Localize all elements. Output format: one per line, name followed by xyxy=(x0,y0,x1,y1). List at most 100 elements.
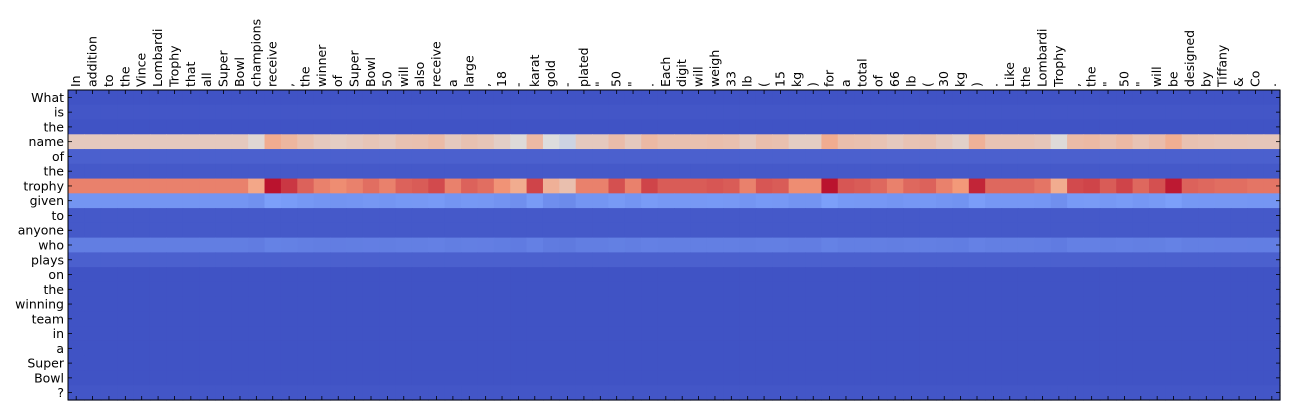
heatmap-cell xyxy=(952,340,970,357)
heatmap-cell xyxy=(411,134,429,150)
heatmap-cell xyxy=(84,326,102,342)
heatmap-cell xyxy=(657,311,675,327)
heatmap-cell xyxy=(903,326,921,342)
heatmap-cell xyxy=(346,193,364,209)
heatmap-cell xyxy=(477,119,495,135)
heatmap-cell xyxy=(428,119,446,135)
heatmap-cell xyxy=(313,385,331,401)
heatmap-cell xyxy=(149,267,167,283)
heatmap-cell xyxy=(772,370,790,386)
heatmap-cell xyxy=(854,163,872,180)
heatmap-cell xyxy=(739,326,757,342)
y-tick-label: Super xyxy=(27,356,64,371)
heatmap-cell xyxy=(1198,252,1216,268)
heatmap-cell xyxy=(493,178,511,194)
heatmap-cell xyxy=(936,326,954,342)
heatmap-cell xyxy=(952,326,970,342)
heatmap-cell xyxy=(821,222,839,239)
heatmap-cell xyxy=(1263,252,1281,268)
heatmap-cell xyxy=(428,104,446,121)
heatmap-cell xyxy=(1198,193,1216,209)
heatmap-cell xyxy=(133,222,151,239)
heatmap-cell xyxy=(493,193,511,209)
heatmap-cell xyxy=(166,149,184,165)
heatmap-cell xyxy=(1181,134,1199,150)
heatmap-cell xyxy=(395,370,413,386)
heatmap-cell xyxy=(1247,208,1265,224)
heatmap-cell xyxy=(706,90,724,106)
heatmap-cell xyxy=(559,134,577,150)
heatmap-cell xyxy=(1247,296,1265,313)
heatmap-cell xyxy=(297,163,315,180)
heatmap-cell xyxy=(362,252,380,268)
heatmap-cell xyxy=(870,355,888,372)
heatmap-cell xyxy=(592,237,610,253)
heatmap-cell xyxy=(886,237,904,253)
heatmap-cell xyxy=(428,252,446,268)
heatmap-cell xyxy=(805,237,823,253)
heatmap-cell xyxy=(575,355,593,372)
heatmap-cell xyxy=(1067,385,1085,401)
heatmap-cell xyxy=(264,193,282,209)
heatmap-cell xyxy=(1034,311,1052,327)
heatmap-cell xyxy=(805,267,823,283)
heatmap-cell xyxy=(542,311,560,327)
heatmap-cell xyxy=(215,193,233,209)
heatmap-cell xyxy=(559,119,577,135)
heatmap-cell xyxy=(674,296,691,313)
heatmap-cell xyxy=(117,208,135,224)
heatmap-cell xyxy=(215,222,233,239)
heatmap-cell xyxy=(592,208,610,224)
heatmap-cell xyxy=(706,149,724,165)
heatmap-cell xyxy=(788,385,806,401)
heatmap-cell xyxy=(264,119,282,135)
heatmap-cell xyxy=(559,237,577,253)
heatmap-cell xyxy=(854,119,872,135)
heatmap-cell xyxy=(788,90,806,106)
heatmap-cell xyxy=(592,90,610,106)
heatmap-cell xyxy=(1017,252,1035,268)
heatmap-cells xyxy=(68,90,1281,401)
heatmap-cell xyxy=(199,193,217,209)
heatmap-cell xyxy=(280,193,298,209)
heatmap-cell xyxy=(1198,296,1216,313)
heatmap-cell xyxy=(133,193,151,209)
heatmap-cell xyxy=(805,222,823,239)
heatmap-cell xyxy=(755,222,773,239)
x-tick-label: to xyxy=(101,74,116,87)
heatmap-cell xyxy=(542,296,560,313)
heatmap-cell xyxy=(755,281,773,298)
heatmap-cell xyxy=(821,134,839,150)
heatmap-cell xyxy=(264,90,282,106)
heatmap-cell xyxy=(1017,355,1035,372)
heatmap-cell xyxy=(166,193,184,209)
heatmap-cell xyxy=(346,163,364,180)
heatmap-cell xyxy=(903,193,921,209)
heatmap-cell xyxy=(346,90,364,106)
heatmap-cell xyxy=(199,267,217,283)
heatmap-cell xyxy=(411,208,429,224)
heatmap-cell xyxy=(1116,385,1134,401)
heatmap-cell xyxy=(297,119,315,135)
heatmap-cell xyxy=(379,193,397,209)
heatmap-cell xyxy=(837,178,855,194)
heatmap-cell xyxy=(592,134,610,150)
heatmap-cell xyxy=(444,267,462,283)
heatmap-cell xyxy=(313,370,331,386)
heatmap-cell xyxy=(1083,267,1101,283)
heatmap-cell xyxy=(297,252,315,268)
x-tick-label: for xyxy=(822,69,837,87)
heatmap-cell xyxy=(346,326,364,342)
heatmap-cell xyxy=(641,149,659,165)
heatmap-cell xyxy=(690,119,708,135)
heatmap-cell xyxy=(100,119,118,135)
heatmap-cell xyxy=(510,296,528,313)
heatmap-cell xyxy=(379,237,397,253)
heatmap-cell xyxy=(657,222,675,239)
y-tick-label: trophy xyxy=(23,178,64,193)
heatmap-cell xyxy=(1001,326,1019,342)
heatmap-cell xyxy=(379,134,397,150)
heatmap-cell xyxy=(199,149,217,165)
heatmap-cell xyxy=(985,296,1003,313)
heatmap-cell xyxy=(985,385,1003,401)
